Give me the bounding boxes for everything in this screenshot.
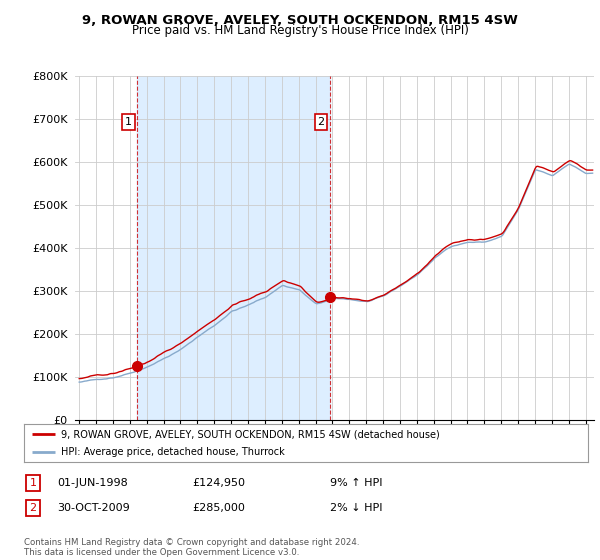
Text: 1: 1	[125, 117, 132, 127]
Text: 9% ↑ HPI: 9% ↑ HPI	[330, 478, 383, 488]
Text: 30-OCT-2009: 30-OCT-2009	[57, 503, 130, 513]
Text: Price paid vs. HM Land Registry's House Price Index (HPI): Price paid vs. HM Land Registry's House …	[131, 24, 469, 37]
Text: 1: 1	[29, 478, 37, 488]
Text: HPI: Average price, detached house, Thurrock: HPI: Average price, detached house, Thur…	[61, 447, 284, 458]
Text: 9, ROWAN GROVE, AVELEY, SOUTH OCKENDON, RM15 4SW: 9, ROWAN GROVE, AVELEY, SOUTH OCKENDON, …	[82, 14, 518, 27]
Text: 9, ROWAN GROVE, AVELEY, SOUTH OCKENDON, RM15 4SW (detached house): 9, ROWAN GROVE, AVELEY, SOUTH OCKENDON, …	[61, 429, 439, 439]
Text: £124,950: £124,950	[192, 478, 245, 488]
Text: 2: 2	[317, 117, 325, 127]
Text: 2: 2	[29, 503, 37, 513]
Text: Contains HM Land Registry data © Crown copyright and database right 2024.
This d: Contains HM Land Registry data © Crown c…	[24, 538, 359, 557]
Text: 2% ↓ HPI: 2% ↓ HPI	[330, 503, 383, 513]
Text: £285,000: £285,000	[192, 503, 245, 513]
Bar	[137, 76, 329, 420]
Text: 01-JUN-1998: 01-JUN-1998	[57, 478, 128, 488]
